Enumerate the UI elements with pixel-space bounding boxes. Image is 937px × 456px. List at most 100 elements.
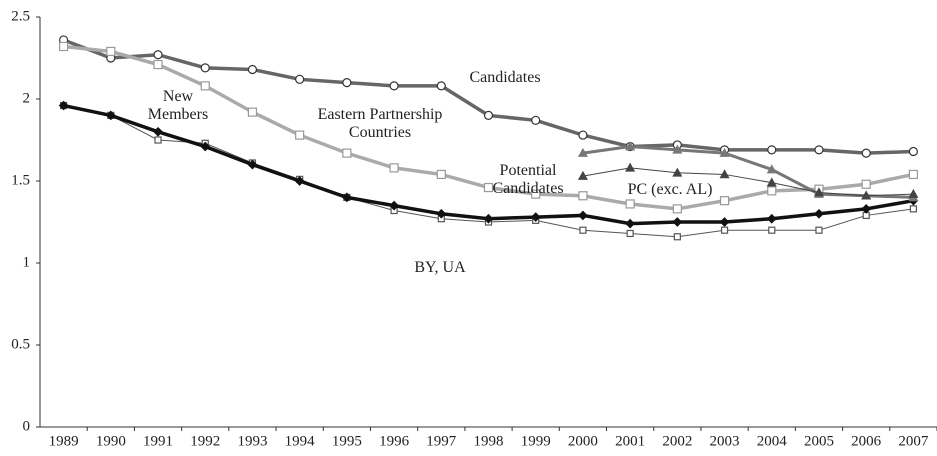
y-tick-label: 2 (23, 90, 31, 106)
x-tick-label: 1989 (49, 433, 79, 449)
point (389, 200, 399, 211)
point (154, 136, 162, 144)
x-tick-label: 1994 (285, 433, 316, 449)
point (483, 182, 494, 193)
point (106, 46, 116, 57)
point (766, 213, 777, 224)
point (672, 144, 683, 154)
point (719, 147, 730, 157)
point (295, 130, 305, 140)
x-tick-label: 2000 (568, 433, 598, 449)
point (579, 226, 587, 234)
x-tick-label: 2007 (898, 433, 929, 449)
point (200, 63, 210, 73)
series-label: PC (exc. AL) (627, 181, 713, 198)
point (578, 191, 588, 201)
point (530, 212, 541, 222)
x-tick-label: 2006 (851, 433, 882, 449)
point (673, 233, 681, 241)
point (768, 226, 776, 234)
point (153, 50, 163, 60)
point (719, 196, 730, 206)
point (436, 169, 446, 180)
series-label: Eastern Partnership Countries (317, 106, 443, 141)
point (625, 162, 636, 172)
point (342, 148, 352, 158)
point (389, 81, 399, 91)
y-tick-label: 1.5 (11, 172, 30, 188)
x-tick-label: 1992 (190, 433, 220, 449)
x-tick-label: 1990 (96, 433, 126, 449)
point (766, 164, 777, 174)
point (342, 77, 352, 88)
point (814, 145, 824, 155)
point (625, 141, 636, 151)
point (247, 159, 258, 170)
point (153, 59, 163, 70)
point (625, 199, 635, 209)
point (531, 189, 541, 199)
point (577, 147, 588, 157)
point (578, 210, 588, 221)
point (436, 81, 446, 91)
point (908, 146, 918, 157)
x-tick-label: 1993 (237, 433, 267, 449)
point (672, 217, 683, 227)
x-tick-label: 1991 (143, 433, 173, 449)
point (531, 115, 541, 125)
point (59, 41, 69, 52)
point (719, 217, 730, 227)
y-tick-label: 2.5 (11, 8, 30, 24)
point (247, 64, 258, 75)
series-label: Candidates (469, 69, 541, 86)
point (200, 81, 210, 91)
point (247, 107, 258, 117)
point (295, 74, 305, 84)
point (719, 169, 730, 179)
point (672, 167, 683, 177)
point (294, 176, 305, 186)
series-label: New Members (147, 88, 209, 123)
point (861, 179, 871, 189)
point (626, 229, 634, 238)
point (625, 218, 635, 229)
point (908, 169, 918, 180)
point (577, 170, 588, 180)
point (861, 204, 872, 214)
x-tick-label: 2003 (710, 433, 740, 449)
point (909, 205, 917, 213)
point (908, 188, 919, 198)
point (436, 208, 447, 219)
point (767, 186, 777, 196)
point (578, 130, 588, 140)
y-tick-label: 1 (23, 254, 31, 270)
point (389, 163, 399, 173)
point (814, 208, 824, 219)
x-tick-label: 1995 (332, 433, 362, 449)
point (767, 145, 777, 155)
point (483, 110, 494, 121)
point (672, 204, 682, 214)
x-tick-label: 1999 (521, 433, 551, 449)
x-tick-label: 2002 (662, 433, 692, 449)
x-tick-label: 2001 (615, 433, 645, 449)
point (105, 110, 116, 121)
point (720, 226, 729, 234)
point (342, 192, 352, 203)
y-tick-label: 0 (23, 418, 31, 434)
y-tick-label: 0.5 (11, 336, 30, 352)
point (153, 126, 163, 137)
series-label: Potential Candidates (492, 162, 564, 197)
x-tick-label: 2004 (757, 433, 788, 449)
x-tick-label: 1996 (379, 433, 410, 449)
x-tick-label: 2005 (804, 433, 834, 449)
point (861, 148, 871, 158)
series-label: BY, UA (414, 259, 466, 276)
point (813, 187, 824, 197)
x-tick-label: 1998 (474, 433, 504, 449)
point (766, 177, 777, 187)
point (200, 141, 211, 152)
point (815, 226, 823, 234)
series-line (582, 167, 914, 197)
